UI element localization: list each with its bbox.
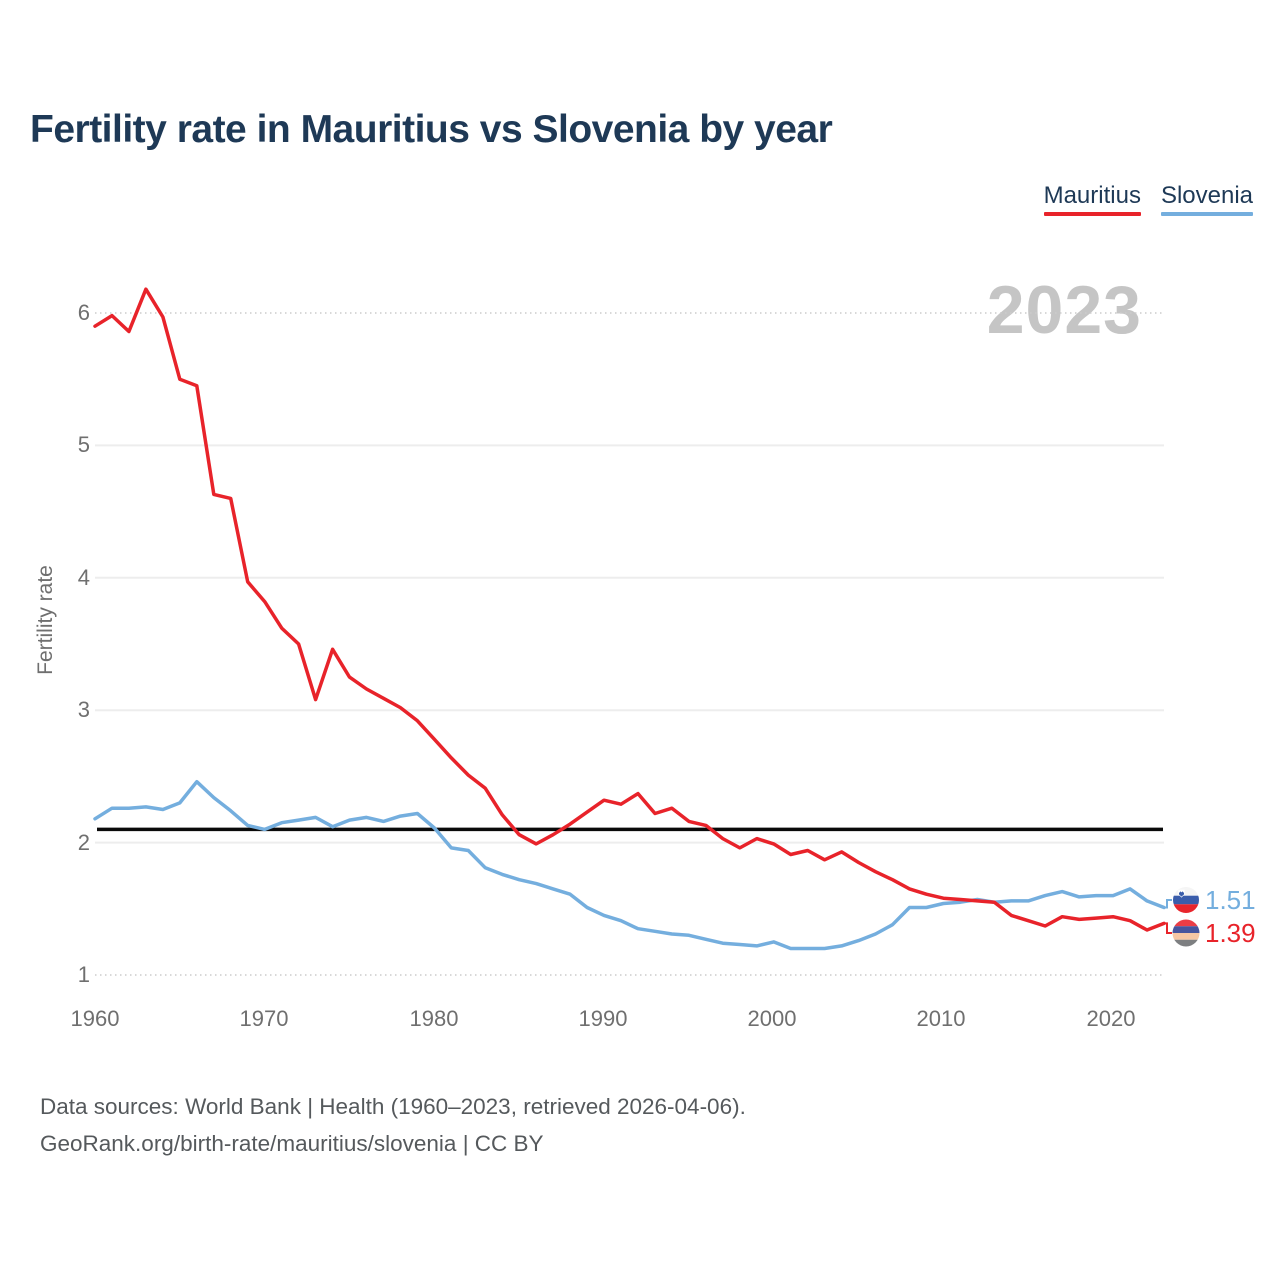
x-tick-1960: 1960 bbox=[70, 1006, 120, 1031]
y-tick-1: 1 bbox=[77, 962, 90, 987]
footer-attribution-line: GeoRank.org/birth-rate/mauritius/sloveni… bbox=[40, 1131, 544, 1156]
y-tick-4: 4 bbox=[77, 565, 90, 590]
year-watermark: 2023 bbox=[986, 272, 1142, 348]
page-title: Fertility rate in Mauritius vs Slovenia … bbox=[30, 108, 833, 151]
slovenia-line[interactable] bbox=[93, 779, 1166, 951]
y-tick-3: 3 bbox=[77, 697, 90, 722]
y-axis-title: Fertility rate bbox=[34, 565, 57, 675]
legend-label-slovenia: Slovenia bbox=[1160, 182, 1253, 209]
footer-sources-line: Data sources: World Bank | Health (1960–… bbox=[40, 1094, 746, 1119]
y-tick-5: 5 bbox=[77, 432, 90, 457]
slovenia-connector bbox=[1162, 899, 1172, 909]
mauritius-connector bbox=[1162, 922, 1172, 934]
x-tick-2000: 2000 bbox=[747, 1006, 797, 1031]
x-tick-2010: 2010 bbox=[916, 1006, 966, 1031]
x-tick-1990: 1990 bbox=[578, 1006, 628, 1031]
mauritius-line[interactable] bbox=[93, 287, 1166, 932]
legend-label-mauritius: Mauritius bbox=[1043, 182, 1141, 209]
y-tick-6: 6 bbox=[77, 300, 90, 325]
legend-item-slovenia[interactable]: Slovenia bbox=[1160, 182, 1253, 216]
legend-item-mauritius[interactable]: Mauritius bbox=[1043, 182, 1141, 216]
slovenia-flag-icon bbox=[1173, 887, 1199, 913]
footer: Data sources: World Bank | Health (1960–… bbox=[40, 1088, 746, 1162]
mauritius-end-value: 1.39 bbox=[1205, 918, 1256, 948]
legend-color-bar-slovenia bbox=[1160, 212, 1253, 216]
slovenia-end-value: 1.51 bbox=[1205, 885, 1256, 915]
mauritius-flag-icon bbox=[1172, 919, 1200, 947]
legend-color-bar-mauritius bbox=[1043, 212, 1141, 216]
x-tick-1970: 1970 bbox=[239, 1006, 289, 1031]
y-tick-2: 2 bbox=[77, 830, 90, 855]
legend: Mauritius Slovenia bbox=[1043, 182, 1253, 216]
x-tick-1980: 1980 bbox=[409, 1006, 459, 1031]
x-tick-2020: 2020 bbox=[1086, 1006, 1136, 1031]
